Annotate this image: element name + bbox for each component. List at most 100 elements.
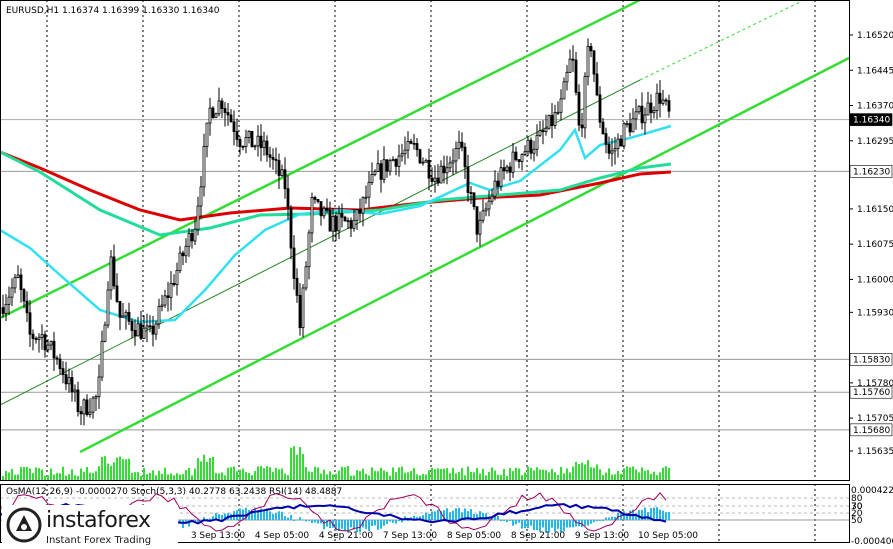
candle-body [139, 323, 143, 339]
volume-bar [422, 473, 424, 480]
candle-body [631, 118, 635, 133]
osma-bar [440, 511, 442, 520]
volume-bar [83, 471, 85, 480]
candle-body [379, 163, 383, 180]
candle-body [373, 170, 377, 175]
osma-bar [239, 508, 241, 520]
osma-bar [620, 513, 622, 520]
osma-bar [524, 520, 526, 529]
candle-body [475, 206, 479, 235]
candle-body [286, 188, 290, 209]
candle-body [166, 295, 170, 298]
price-tick-label: 1.15705 [857, 414, 893, 424]
candle-body [22, 289, 26, 302]
volume-bar [443, 468, 445, 480]
candle-body [517, 159, 521, 162]
candle-body [67, 377, 71, 385]
osma-bar [362, 520, 364, 528]
candle-body [136, 323, 140, 337]
candle-body [301, 287, 305, 329]
osma-bar [194, 520, 196, 522]
osma-bar [182, 520, 184, 529]
volume-bar [293, 446, 295, 480]
volume-bar [398, 467, 400, 480]
volume-bar [317, 467, 319, 480]
candle-body [235, 131, 239, 140]
candle-body [469, 192, 473, 194]
volume-bar [215, 473, 217, 480]
price-marker-box [849, 165, 893, 178]
osma-bar [311, 520, 313, 524]
volume-bar [626, 466, 628, 480]
osma-bar [320, 520, 322, 524]
volume-bar [80, 468, 82, 480]
channel-upper-line [0, 0, 641, 320]
volume-bar [260, 466, 262, 480]
volume-bar [557, 475, 559, 480]
candle-body [667, 100, 671, 112]
volume-bar [419, 475, 421, 480]
candle-body [538, 130, 542, 136]
candle-body [436, 177, 440, 184]
candle-body [205, 122, 209, 147]
candle-body [487, 200, 491, 210]
candle-body [181, 252, 185, 257]
candle-body [268, 154, 272, 158]
candle-body [319, 201, 323, 217]
volume-bar [32, 473, 34, 480]
candle-body [277, 159, 281, 176]
volume-bar [230, 467, 232, 480]
osma-bar [248, 510, 250, 520]
candle-body [304, 266, 308, 289]
volume-bar [56, 473, 58, 480]
candle-body [532, 148, 536, 154]
volume-bar [542, 469, 544, 480]
candle-body [73, 389, 77, 393]
osma-bar [659, 509, 661, 520]
price-tick-label: 1.16075 [857, 240, 893, 250]
osma-bar [254, 507, 256, 520]
volume-bar [209, 457, 211, 480]
volume-bar [431, 467, 433, 480]
price-tick-label: 1.16295 [857, 137, 893, 147]
volume-bar [512, 471, 514, 480]
osma-bar [497, 515, 499, 520]
candle-body [253, 145, 257, 148]
volume-bar [407, 472, 409, 480]
volume-bar [641, 467, 643, 480]
osma-bar [626, 514, 628, 520]
candle-body [229, 114, 233, 123]
volume-bar [446, 468, 448, 480]
candle-body [220, 100, 224, 109]
candle-body [391, 159, 395, 162]
time-axis-label: 4 Sep 21:00 [319, 531, 374, 541]
candle-body [328, 210, 332, 232]
candle-body [316, 198, 320, 202]
osma-bar [209, 518, 211, 520]
volume-bar [155, 475, 157, 480]
volume-bar [203, 454, 205, 480]
osma-bar [644, 507, 646, 520]
osma-bar [305, 520, 307, 522]
osma-bar [308, 519, 310, 521]
osma-bar [278, 511, 280, 520]
osma-bar [338, 520, 340, 532]
volume-bar [545, 470, 547, 480]
candle-body [283, 169, 287, 190]
osma-bar [488, 518, 490, 520]
volume-bar [161, 473, 163, 480]
candle-body [598, 94, 602, 123]
candle-body [355, 209, 359, 221]
osma-bar [635, 513, 637, 520]
osma-bar [614, 517, 616, 520]
osma-bar [287, 517, 289, 520]
volume-bar [182, 474, 184, 480]
candle-body [664, 99, 668, 102]
volume-bar [344, 467, 346, 480]
volume-bar [275, 467, 277, 480]
time-axis-label: 8 Sep 21:00 [511, 531, 566, 541]
volume-bar [434, 469, 436, 480]
candle-body [49, 340, 53, 346]
candle-body [43, 334, 47, 351]
